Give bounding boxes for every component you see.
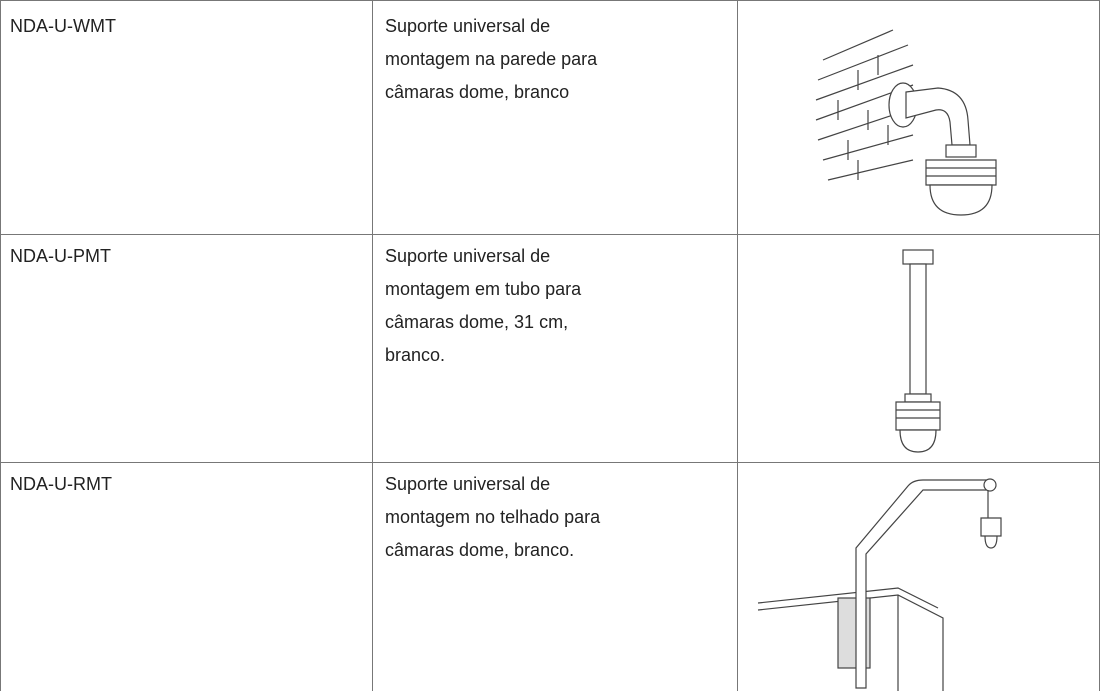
table-border [737, 0, 738, 691]
product-description: Suporte universal de montagem em tubo par… [385, 240, 581, 372]
description-line: Suporte universal de [385, 246, 551, 266]
table-border [0, 0, 1100, 1]
description-line: branco. [385, 345, 446, 365]
description-line: câmaras dome, 31 cm, [385, 312, 569, 332]
table-border [372, 0, 373, 691]
pipe-mount-illustration [895, 249, 941, 453]
description-line: Suporte universal de [385, 16, 551, 36]
product-description: Suporte universal de montagem na parede p… [385, 10, 597, 109]
product-code: NDA-U-WMT [10, 16, 116, 36]
description-line: montagem no telhado para [385, 507, 601, 527]
product-code: NDA-U-PMT [10, 246, 111, 266]
product-code: NDA-U-RMT [10, 474, 112, 494]
description-line: montagem em tubo para [385, 279, 582, 299]
roof-mount-illustration [757, 478, 1002, 691]
product-description: Suporte universal de montagem no telhado … [385, 468, 600, 567]
description-line: câmaras dome, branco. [385, 540, 575, 560]
table-border [0, 462, 1100, 463]
table-border [0, 0, 1, 691]
wall-mount-illustration [815, 29, 997, 216]
table-border [0, 234, 1100, 235]
description-line: montagem na parede para [385, 49, 598, 69]
table-border [1099, 0, 1100, 691]
description-line: câmaras dome, branco [385, 82, 570, 102]
description-line: Suporte universal de [385, 474, 551, 494]
